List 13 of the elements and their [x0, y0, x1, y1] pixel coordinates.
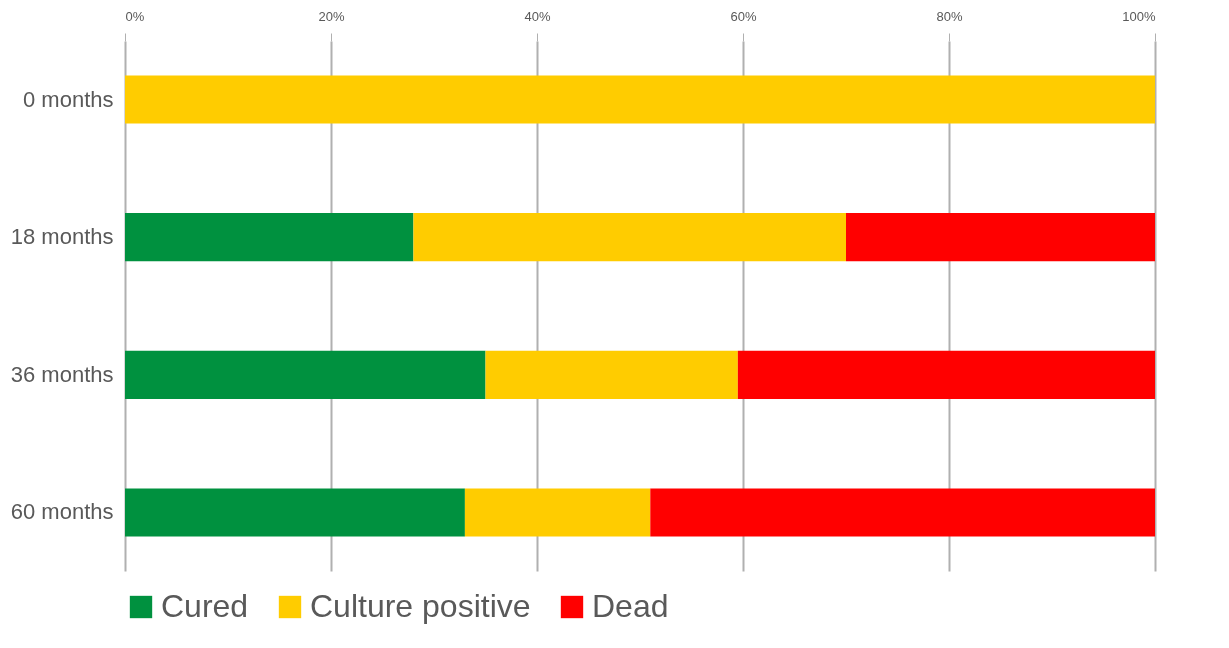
x-tick-label: 100%: [1122, 8, 1156, 24]
y-tick-label: 0 months: [23, 86, 114, 112]
x-tick-label: 0%: [125, 8, 145, 24]
x-tick-label: 20%: [318, 8, 345, 24]
legend-label: Dead: [592, 588, 669, 624]
legend-label: Cured: [161, 588, 249, 624]
x-tick-label: 40%: [524, 8, 551, 24]
y-tick-label: 36 months: [10, 361, 114, 387]
y-tick-label: 18 months: [10, 224, 114, 250]
legend-label: Culture positive: [310, 588, 531, 624]
x-tick-label: 60%: [730, 8, 757, 24]
x-tick-label: 80%: [936, 8, 963, 24]
y-tick-label: 60 months: [10, 499, 114, 525]
